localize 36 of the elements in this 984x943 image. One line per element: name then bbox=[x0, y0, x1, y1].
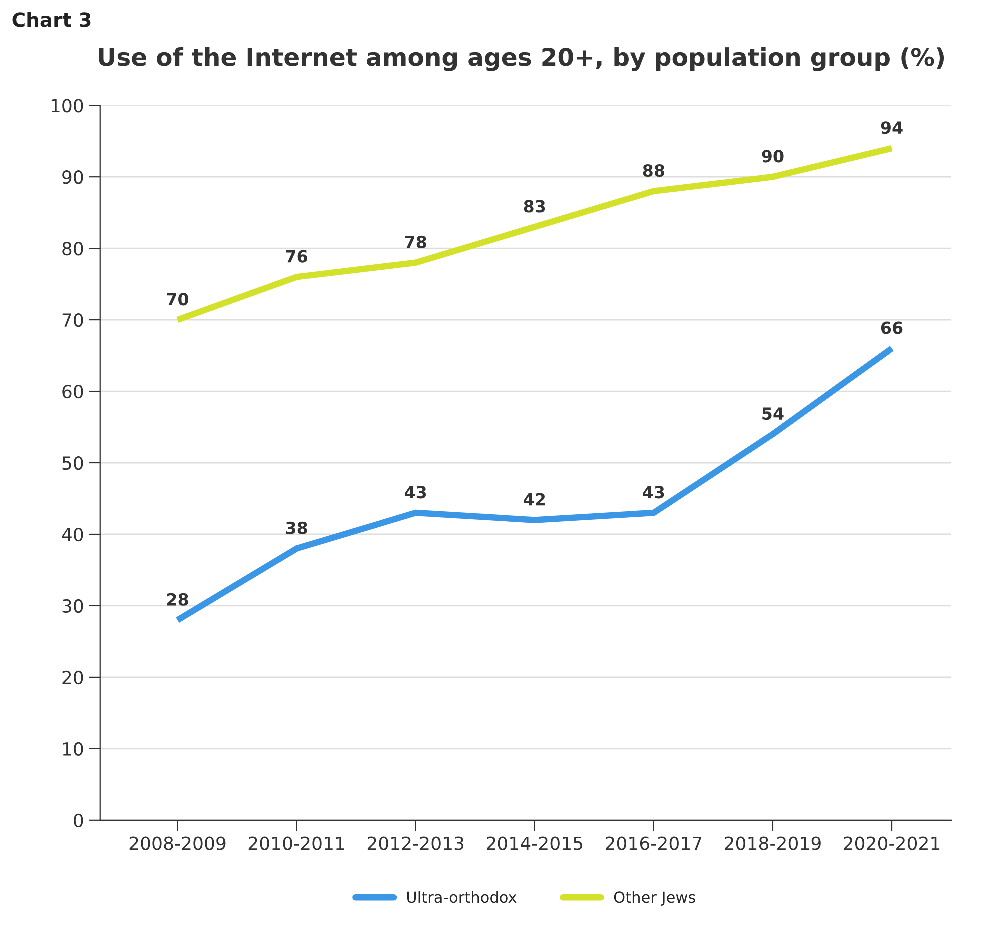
data-label: 70 bbox=[167, 293, 189, 306]
data-label: 90 bbox=[762, 150, 784, 163]
y-tick-label: 100 bbox=[52, 99, 84, 113]
data-label: 42 bbox=[524, 493, 546, 506]
y-tick-label: 60 bbox=[62, 384, 84, 399]
data-label: 28 bbox=[167, 593, 188, 606]
x-tick-label: 2020-2021 bbox=[844, 836, 940, 850]
x-tick-label: 2008-2009 bbox=[130, 836, 226, 850]
y-tick-label: 40 bbox=[62, 528, 84, 542]
x-tick-label: 2016-2017 bbox=[606, 836, 702, 850]
data-label: 83 bbox=[524, 200, 546, 213]
data-label: 78 bbox=[405, 236, 426, 249]
data-label: 76 bbox=[286, 250, 308, 263]
caption: Chart 3 bbox=[12, 12, 91, 28]
legend-label: Other Jews bbox=[614, 891, 696, 906]
y-tick-label: 10 bbox=[63, 742, 84, 756]
y-tick-label: 70 bbox=[62, 314, 84, 328]
x-tick-label: 2010-2011 bbox=[248, 836, 344, 850]
data-label: 54 bbox=[762, 408, 784, 420]
x-tick-label: 2014-2015 bbox=[486, 836, 583, 850]
data-label: 38 bbox=[286, 522, 308, 534]
data-label: 66 bbox=[881, 322, 903, 334]
chart-title: Use of the Internet among ages 20+, by population group (%) bbox=[99, 48, 944, 72]
y-tick-label: 30 bbox=[62, 599, 84, 614]
data-label: 94 bbox=[881, 122, 903, 134]
y-tick-label: 0 bbox=[74, 814, 84, 828]
data-label: 43 bbox=[643, 486, 664, 499]
data-label: 88 bbox=[643, 164, 664, 178]
y-tick-label: 50 bbox=[62, 456, 84, 470]
y-tick-label: 90 bbox=[62, 170, 84, 184]
x-tick-label: 2018-2019 bbox=[725, 836, 821, 850]
x-tick-label: 2012-2013 bbox=[368, 836, 464, 850]
legend-label: Ultra-orthodox bbox=[408, 891, 517, 904]
y-tick-label: 20 bbox=[62, 670, 84, 685]
data-label: 43 bbox=[404, 486, 426, 499]
y-tick-label: 80 bbox=[62, 242, 84, 256]
